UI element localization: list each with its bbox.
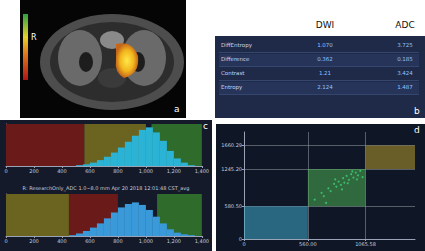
svg-text:1065.58: 1065.58 [355,241,376,247]
svg-text:1,000: 1,000 [139,168,153,174]
svg-text:560.00: 560.00 [299,241,317,247]
html-text:0.185: 0.185 [397,56,413,62]
svg-text:1,200: 1,200 [167,238,181,244]
svg-text:800: 800 [113,238,123,244]
html-text:3.424: 3.424 [397,70,413,76]
html-text:b: b [414,106,420,116]
svg-text:1245.20: 1245.20 [221,166,242,172]
html-text:Difference: Difference [221,56,250,62]
svg-text:R: R [31,33,37,42]
html-text:c: c [203,121,208,131]
svg-text:0: 0 [238,236,242,242]
html-text:Entropy: Entropy [221,84,243,90]
svg-text:1,400: 1,400 [195,168,209,174]
svg-text:1,200: 1,200 [167,168,181,174]
svg-text:R: ResearchOnly_ADC 1.0~8.0 mm: R: ResearchOnly_ADC 1.0~8.0 mm Apr 20 20… [23,185,190,192]
svg-text:600: 600 [85,238,95,244]
html-text:1.070: 1.070 [317,42,333,48]
svg-text:0: 0 [4,238,7,244]
html-text:2.124: 2.124 [317,84,333,90]
html-text:d: d [414,125,420,135]
svg-text:1,000: 1,000 [139,238,153,244]
svg-text:1,400: 1,400 [195,238,209,244]
svg-text:580.50: 580.50 [225,203,243,209]
svg-text:200: 200 [29,238,39,244]
html-text:ADC: ADC [395,20,415,30]
html-text:DWI: DWI [315,20,335,30]
html-text:3.725: 3.725 [397,42,413,48]
svg-text:200: 200 [29,168,39,174]
svg-text:800: 800 [113,168,123,174]
html-text:0.362: 0.362 [317,56,333,62]
svg-text:400: 400 [57,238,67,244]
html-text:1.21: 1.21 [318,70,332,76]
html-text:Contrast: Contrast [221,70,245,76]
svg-text:0: 0 [242,241,245,247]
svg-text:600: 600 [85,168,95,174]
svg-text:1660.29: 1660.29 [221,142,242,148]
svg-text:0: 0 [4,168,7,174]
svg-text:400: 400 [57,168,67,174]
html-text:DiffEntropy: DiffEntropy [221,42,252,48]
html-text:1.487: 1.487 [397,84,413,90]
html-text:a: a [174,104,180,114]
